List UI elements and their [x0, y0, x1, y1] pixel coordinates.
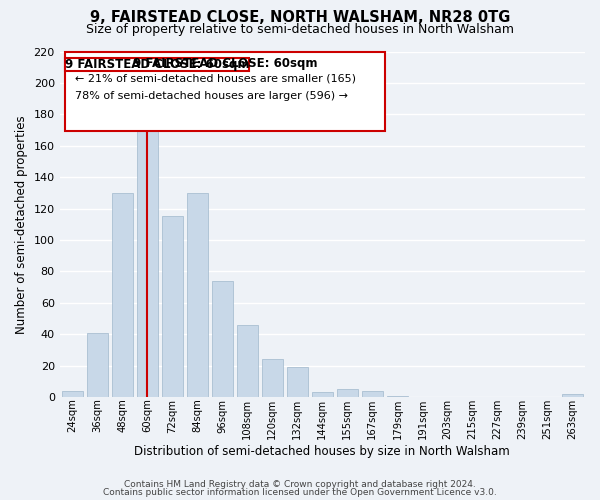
Bar — [312, 392, 333, 397]
Y-axis label: Number of semi-detached properties: Number of semi-detached properties — [15, 115, 28, 334]
Bar — [362, 391, 383, 397]
Text: Contains public sector information licensed under the Open Government Licence v3: Contains public sector information licen… — [103, 488, 497, 497]
Text: Contains HM Land Registry data © Crown copyright and database right 2024.: Contains HM Land Registry data © Crown c… — [124, 480, 476, 489]
Bar — [112, 193, 133, 397]
Bar — [86, 333, 108, 397]
X-axis label: Distribution of semi-detached houses by size in North Walsham: Distribution of semi-detached houses by … — [134, 444, 510, 458]
Text: 9, FAIRSTEAD CLOSE, NORTH WALSHAM, NR28 0TG: 9, FAIRSTEAD CLOSE, NORTH WALSHAM, NR28 … — [90, 10, 510, 25]
FancyBboxPatch shape — [65, 52, 385, 131]
Bar — [262, 360, 283, 397]
Text: 78% of semi-detached houses are larger (596) →: 78% of semi-detached houses are larger (… — [76, 92, 349, 102]
Bar — [212, 281, 233, 397]
Bar — [287, 368, 308, 397]
Bar — [337, 390, 358, 397]
Text: 9 FAIRSTEAD CLOSE: 60sqm: 9 FAIRSTEAD CLOSE: 60sqm — [65, 58, 250, 71]
Text: 9 FAIRSTEAD CLOSE: 60sqm: 9 FAIRSTEAD CLOSE: 60sqm — [133, 56, 317, 70]
Bar — [562, 394, 583, 397]
Bar — [387, 396, 408, 397]
Bar — [236, 325, 258, 397]
Text: ← 21% of semi-detached houses are smaller (165): ← 21% of semi-detached houses are smalle… — [76, 74, 356, 84]
Text: Size of property relative to semi-detached houses in North Walsham: Size of property relative to semi-detach… — [86, 22, 514, 36]
Bar — [161, 216, 183, 397]
Bar — [187, 193, 208, 397]
Bar — [62, 391, 83, 397]
Bar — [137, 120, 158, 397]
